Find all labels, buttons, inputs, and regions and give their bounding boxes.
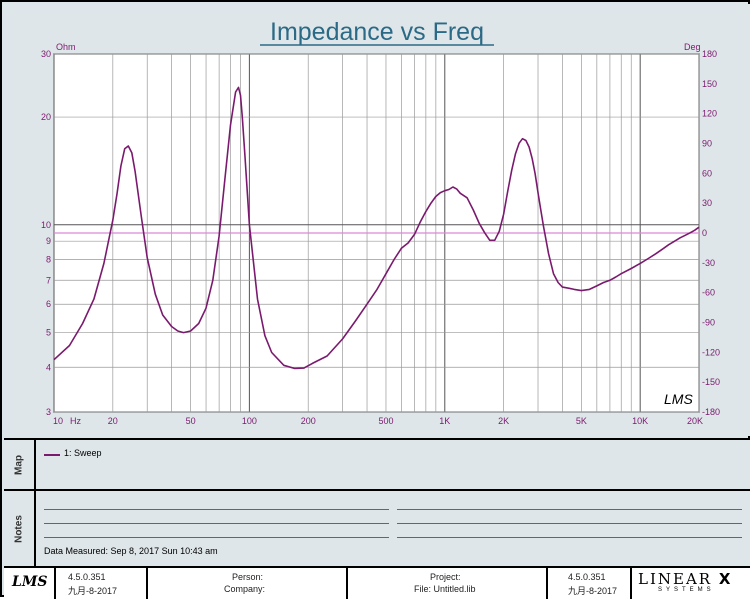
y-tick-label-right: 60 [702,168,712,178]
x-tick-label: 500 [378,416,393,426]
brand-subtitle: SYSTEMS [658,587,715,593]
y-tick-label-left: 6 [46,299,51,309]
y-tick-label-left: 10 [41,220,51,230]
y-tick-label-left: 7 [46,275,51,285]
note-line[interactable] [397,523,742,524]
note-line[interactable] [44,537,389,538]
footer-project-cell: Project: File: Untitled.lib [348,568,548,599]
y-tick-label-left: 20 [41,112,51,122]
x-tick-label: 10 [53,416,63,426]
legend-entry[interactable]: 1: Sweep [64,448,102,458]
x-tick-label: 5K [576,416,587,426]
axis-labels: 10 20 50 100 200 500 1K 2K 5K 10K 20KHz34567891020… [41,49,720,426]
y-tick-label-right: -90 [702,318,715,328]
x-tick-label: 1K [439,416,450,426]
x-tick-label: 20K [687,416,703,426]
notes-tab-label: Notes [13,515,25,543]
y-tick-label-left: 4 [46,362,51,372]
y-tick-label-right: -180 [702,407,720,417]
chart-panel: Impedance vs Freq Ohm Deg 10 20 50 100 200 50… [4,4,750,436]
series-layer [53,86,700,370]
right-axis-unit: Deg [684,42,701,52]
project-label: Project: [430,572,461,582]
footer-logo-cell: LMS [4,568,56,599]
footer-version-cell: 4.5.0.351 九月-8-2017 [56,568,148,599]
file-label: File: Untitled.lib [414,584,476,594]
y-tick-label-left: 30 [41,49,51,59]
footer-brand-cell: LINEAR X SYSTEMS [632,568,750,599]
y-tick-label-left: 9 [46,236,51,246]
note-line[interactable] [397,509,742,510]
impedance-chart: Impedance vs Freq Ohm Deg 10 20 50 100 200 50… [41,18,720,426]
company-label: Company: [224,584,266,594]
footer-date-left: 九月-8-2017 [68,586,118,596]
map-tab: Map [4,440,36,490]
footer-version-left: 4.5.0.351 [68,572,106,582]
brand-x-mark: X [718,570,733,588]
footer-person-cell: Person: Company: [148,568,348,599]
x-tick-label: 20 [108,416,118,426]
lms-logo: LMS [12,574,48,590]
watermark-logo: LMS [664,391,693,407]
y-tick-label-right: 30 [702,198,712,208]
series-line-sweep [53,86,700,370]
map-panel: Map 1: Sweep [4,438,750,490]
legend-swatch [44,454,60,456]
x-axis-unit: Hz [70,416,81,426]
y-tick-label-left: 5 [46,328,51,338]
x-tick-label: 50 [186,416,196,426]
y-tick-label-left: 3 [46,407,51,417]
data-measured-text: Data Measured: Sep 8, 2017 Sun 10:43 am [44,546,218,556]
y-tick-label-right: 120 [702,109,717,119]
y-tick-label-right: 90 [702,139,712,149]
chart-title: Impedance vs Freq [270,18,484,46]
y-tick-label-right: -60 [702,288,715,298]
brand-name-word: LINEAR [638,570,713,588]
brand-name: LINEAR X [638,570,732,588]
map-tab-label: Map [13,455,25,475]
left-axis-unit: Ohm [56,42,76,52]
y-tick-label-right: 150 [702,79,717,89]
footer-version-right: 4.5.0.351 [568,572,606,582]
person-label: Person: [232,572,264,582]
note-line[interactable] [397,537,742,538]
x-tick-label: 2K [498,416,509,426]
y-tick-label-right: -30 [702,258,715,268]
y-tick-label-right: -120 [702,347,720,357]
footer-date-right: 九月-8-2017 [568,586,618,596]
x-tick-label: 100 [242,416,257,426]
y-tick-label-right: 180 [702,49,717,59]
y-tick-label-right: 0 [702,228,707,238]
note-line[interactable] [44,509,389,510]
x-tick-label: 200 [301,416,316,426]
footer-version-right-cell: 4.5.0.351 九月-8-2017 [548,568,632,599]
notes-tab: Notes [4,491,36,567]
note-line[interactable] [44,523,389,524]
x-tick-label: 10K [632,416,648,426]
notes-panel: Notes Data Measured: Sep 8, 2017 Sun 10:… [4,489,750,567]
y-tick-label-left: 8 [46,255,51,265]
footer-bar: LMS 4.5.0.351 九月-8-2017 Person: Company:… [4,566,750,599]
y-tick-label-right: -150 [702,377,720,387]
